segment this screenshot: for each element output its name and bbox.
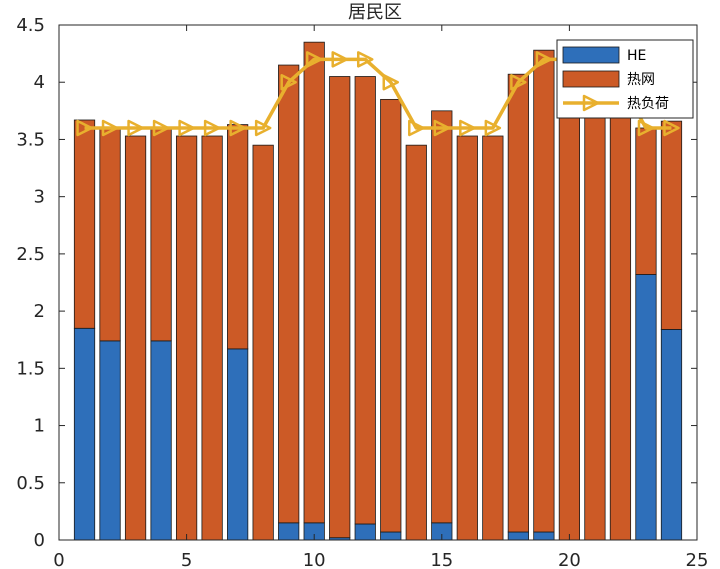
x-tick-label: 10	[303, 550, 326, 569]
legend-swatch-0	[562, 46, 620, 64]
legend-label-0: HE	[627, 48, 646, 64]
y-tick-label: 2.5	[16, 244, 45, 265]
y-tick-label: 1	[34, 416, 45, 437]
y-tick-label: 1.5	[16, 358, 45, 379]
chart-title: 居民区	[348, 2, 402, 23]
heat-load-point-5	[178, 119, 195, 137]
heat-load-point-4	[152, 119, 170, 137]
bar-he-12	[354, 523, 376, 541]
bar-heat-network-12	[354, 76, 376, 525]
bar-he-13	[380, 531, 402, 541]
bar-he-23	[635, 274, 657, 541]
heat-load-point-12	[356, 51, 374, 68]
heat-load-point-1	[76, 119, 93, 137]
heat-load-point-10	[305, 51, 323, 68]
heat-load-point-9	[280, 73, 297, 91]
bar-he-7	[227, 348, 249, 541]
heat-load-point-14	[408, 119, 425, 137]
plot-frame	[58, 24, 698, 541]
bar-heat-network-14	[405, 144, 427, 541]
y-tick-label: 4.5	[16, 15, 45, 36]
bar-heat-network-7	[227, 124, 249, 350]
bar-he-4	[150, 340, 172, 541]
bar-heat-network-23	[635, 127, 657, 275]
bar-he-1	[73, 327, 96, 541]
bar-heat-network-13	[380, 98, 402, 533]
bar-heat-network-16	[456, 135, 478, 541]
bar-heat-network-18	[507, 73, 529, 533]
heat-load-point-24	[663, 119, 680, 137]
heat-load-point-15	[433, 119, 451, 137]
y-tick-label: 2	[34, 301, 45, 322]
bar-heat-network-22	[609, 116, 632, 541]
bar-heat-network-17	[482, 135, 504, 541]
legend-swatch-1	[562, 70, 620, 88]
heat-load-point-19	[535, 51, 553, 68]
heat-load-point-17	[484, 119, 502, 137]
y-tick-label: 3	[34, 187, 45, 208]
bar-heat-network-9	[278, 64, 300, 524]
heat-load-point-11	[331, 51, 348, 68]
heat-load-point-6	[203, 119, 221, 137]
heat-load-point-13	[382, 73, 400, 91]
x-tick-label: 25	[686, 550, 709, 569]
bar-he-2	[99, 340, 121, 541]
bar-heat-network-20	[558, 116, 581, 541]
bar-he-19	[533, 531, 555, 541]
bar-heat-network-8	[252, 144, 274, 541]
x-tick-label: 5	[181, 550, 192, 569]
bar-heat-network-1	[73, 119, 96, 329]
bar-heat-network-6	[201, 135, 223, 541]
bar-heat-network-21	[584, 116, 606, 541]
heat-load-point-16	[459, 119, 476, 137]
bar-he-24	[660, 329, 683, 541]
y-tick-label: 4	[34, 72, 45, 93]
heat-load-point-8	[254, 119, 272, 137]
bar-heat-network-4	[150, 127, 172, 342]
bar-he-9	[278, 522, 300, 541]
legend-marker	[582, 94, 600, 112]
bars-layer	[73, 41, 683, 541]
y-tick-label: 0.5	[16, 473, 45, 494]
x-tick-label: 20	[558, 550, 581, 569]
heat-load-point-2	[101, 119, 119, 137]
y-tick-label: 0	[34, 530, 45, 551]
y-tick-label: 3.5	[16, 129, 45, 150]
legend-label-1: 热网	[627, 72, 655, 88]
bar-heat-network-15	[431, 110, 453, 524]
x-tick-label: 15	[430, 550, 453, 569]
bar-heat-network-3	[124, 135, 147, 541]
heat-load-point-23	[637, 119, 655, 137]
heat-load-point-3	[127, 119, 144, 137]
heat-load-point-18	[510, 73, 527, 91]
bar-heat-network-19	[533, 49, 555, 533]
bar-heat-network-2	[99, 127, 121, 342]
legend-label-2: 热负荷	[627, 96, 669, 112]
bar-heat-network-5	[175, 135, 198, 541]
bar-heat-network-10	[303, 41, 325, 524]
bar-he-18	[507, 531, 529, 541]
bar-heat-network-11	[329, 76, 351, 539]
heat-load-point-7	[229, 119, 246, 137]
bar-heat-network-24	[660, 120, 683, 330]
x-tick-label: 0	[53, 550, 64, 569]
axes-layer: 0 0.5 1 1.5 2 2.5 3 3.5 4 4.5 0 5 10 15 20 25	[16, 15, 708, 569]
